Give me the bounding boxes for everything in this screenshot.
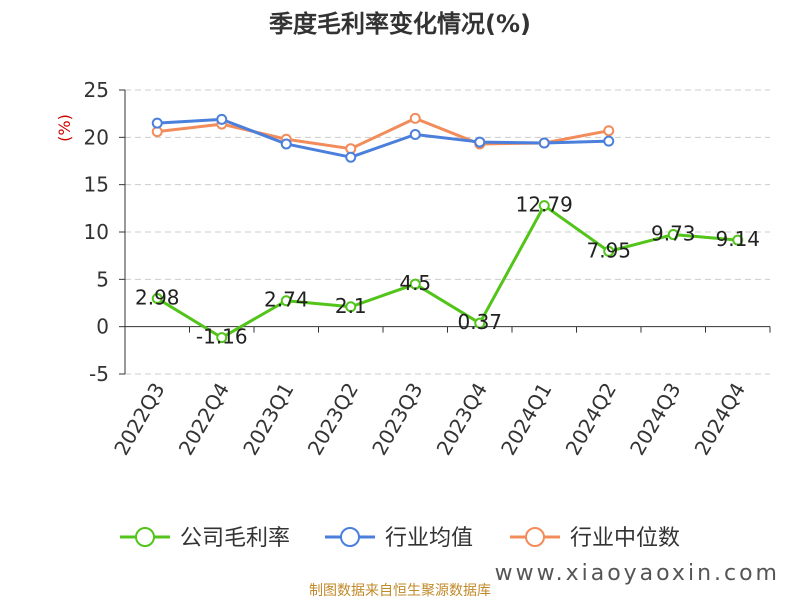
y-tick-label: 10 (84, 220, 109, 244)
series-points (151, 112, 744, 344)
data-point (603, 125, 615, 137)
chart-title: 季度毛利率变化情况(%) (269, 10, 531, 38)
y-tick-label: 20 (84, 125, 109, 149)
x-tick-label: 2024Q3 (625, 379, 685, 460)
data-point (603, 135, 615, 147)
source-note: 制图数据来自恒生聚源数据库 (309, 583, 491, 599)
x-tick-label: 2023Q3 (367, 379, 427, 460)
data-point (732, 234, 744, 246)
data-point (474, 136, 486, 148)
data-point (409, 128, 421, 140)
data-label: 2.74 (264, 288, 309, 312)
data-point (151, 117, 163, 129)
x-tick-label: 2022Q3 (109, 379, 169, 460)
data-label: 2.1 (335, 294, 367, 318)
watermark: www.xiaoyaoxin.com (495, 561, 780, 586)
data-label: 9.14 (715, 227, 760, 251)
data-point (216, 332, 228, 344)
legend: 公司毛利率 行业均值 行业中位数 (120, 526, 680, 551)
legend-label: 行业均值 (385, 526, 473, 551)
y-axis-label: (%) (55, 114, 74, 142)
data-label: -1.16 (196, 325, 248, 349)
y-tick-label: 15 (84, 173, 109, 197)
data-point (409, 112, 421, 124)
data-point (667, 229, 679, 241)
y-tick-label: 0 (96, 315, 109, 339)
x-tick-label: 2023Q1 (238, 379, 298, 460)
data-point (603, 245, 615, 257)
data-point (216, 113, 228, 125)
legend-marker (525, 527, 545, 547)
x-tick-label: 2024Q1 (496, 379, 556, 460)
data-point (280, 138, 292, 150)
data-label: 0.37 (457, 310, 502, 334)
data-point (345, 301, 357, 313)
data-point (474, 317, 486, 329)
y-tick-label: -5 (89, 362, 109, 386)
x-tick-label: 2022Q4 (174, 379, 234, 460)
data-label: 9.73 (651, 222, 696, 246)
data-point (538, 200, 550, 212)
series-line (156, 204, 738, 340)
data-label: 12.79 (516, 193, 573, 217)
legend-marker (340, 527, 360, 547)
x-tick-label: 2024Q2 (561, 379, 621, 460)
legend-label: 行业中位数 (570, 526, 680, 551)
y-tick-label: 25 (84, 78, 109, 102)
series-line (157, 117, 609, 159)
x-tick-label: 2023Q4 (432, 379, 492, 460)
data-point (538, 137, 550, 149)
legend-marker (135, 527, 155, 547)
x-tick-label: 2024Q4 (690, 379, 750, 460)
x-tick-label: 2023Q2 (303, 379, 363, 460)
data-point (151, 292, 163, 304)
legend-label: 公司毛利率 (180, 526, 290, 551)
data-point (345, 151, 357, 163)
data-label: 4.5 (399, 271, 431, 295)
series-lines (156, 116, 738, 340)
data-point (409, 278, 421, 290)
data-label: 2.98 (135, 285, 180, 309)
data-label: 7.95 (586, 238, 631, 262)
data-labels: 2.98 -1.16 2.74 2.1 4.5 0.37 12.79 7.95 9.73 9.14 (135, 193, 760, 349)
data-point (280, 295, 292, 307)
y-tick-label: 5 (96, 267, 109, 291)
